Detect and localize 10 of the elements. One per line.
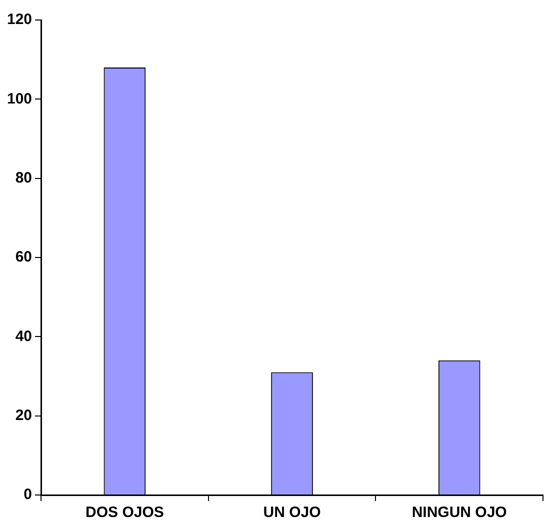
y-tick-label: 100 <box>6 90 32 108</box>
y-tick-label: 60 <box>15 248 32 266</box>
x-tick-label: DOS OJOS <box>86 504 164 522</box>
y-tick-label: 120 <box>6 11 32 28</box>
y-tick-label: 40 <box>15 328 32 345</box>
y-tick-label: 0 <box>24 486 32 504</box>
y-tick-label: 20 <box>15 406 32 424</box>
x-tick-label: NINGUN OJO <box>412 504 508 522</box>
x-tick-label: UN OJO <box>263 504 322 522</box>
y-tick-label: 80 <box>15 169 32 186</box>
